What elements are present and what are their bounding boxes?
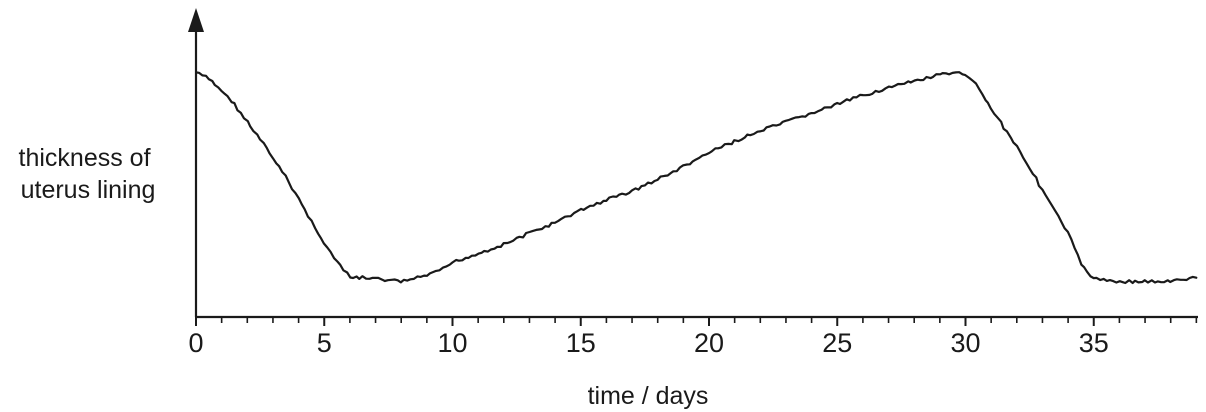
- y-axis-arrowhead: [188, 8, 204, 32]
- x-axis-ticks: [195, 317, 1198, 326]
- x-tick-label: 35: [1079, 328, 1109, 358]
- x-tick-label: 10: [437, 328, 467, 358]
- x-tick-label: 25: [822, 328, 852, 358]
- x-tick-label: 5: [317, 328, 332, 358]
- x-tick-label: 15: [566, 328, 596, 358]
- x-tick-label: 0: [188, 328, 203, 358]
- y-axis-label-line-1: thickness of: [19, 144, 151, 172]
- x-axis-tick-labels: 0 5 10 15 20 25 30 35: [188, 328, 1108, 358]
- x-tick-label: 20: [694, 328, 724, 358]
- thickness-line: [195, 71, 1198, 285]
- x-axis-label: time / days: [588, 382, 709, 410]
- x-tick-label: 30: [950, 328, 980, 358]
- y-axis-label-line-2: uterus lining: [21, 176, 156, 204]
- axes: [188, 8, 1198, 319]
- y-axis-label: thickness of uterus lining: [19, 144, 158, 204]
